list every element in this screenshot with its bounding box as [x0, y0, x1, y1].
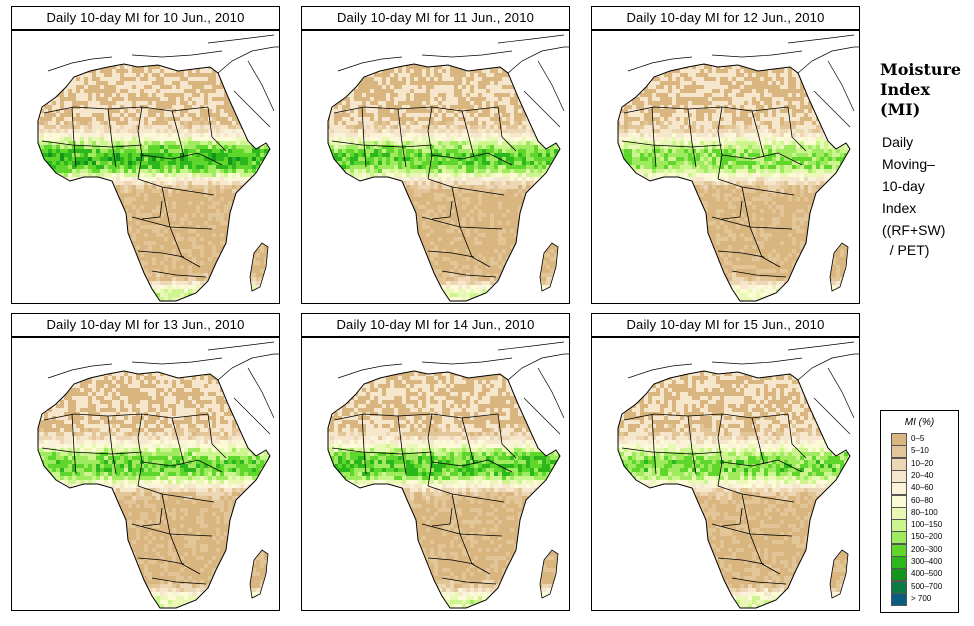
map-area: [301, 30, 570, 304]
madagascar-outline: [539, 549, 559, 599]
coastline: [37, 370, 271, 609]
madagascar-outline: [539, 242, 559, 292]
description-line: Daily: [882, 134, 914, 150]
map-title: Daily 10-day MI for 13 Jun., 2010: [11, 313, 280, 337]
legend-item: 300–400: [891, 556, 956, 569]
legend-swatch: [891, 556, 907, 569]
legend-swatch: [891, 457, 907, 471]
madagascar-outline: [829, 549, 849, 599]
madagascar-outline: [249, 549, 269, 599]
country-borders: [621, 413, 807, 585]
madagascar-outline: [829, 242, 849, 292]
legend-swatch: [891, 469, 907, 483]
description-line: Index: [882, 200, 917, 216]
legend-item: 40–60: [891, 482, 956, 496]
legend-label: 300–400: [911, 557, 943, 566]
formula-line: / PET): [882, 242, 930, 258]
map-area: [591, 337, 860, 611]
legend-item: 60–80: [891, 494, 956, 508]
legend-item: > 700: [891, 592, 956, 606]
legend-item: 5–10: [891, 445, 956, 459]
description-line: 10-day: [882, 178, 925, 194]
madagascar-outline: [249, 242, 269, 292]
formula-line: ((RF+SW): [882, 222, 946, 238]
legend-label: 20–40: [911, 470, 934, 480]
index-description: Daily Moving– 10-day Index: [882, 131, 935, 219]
map-title: Daily 10-day MI for 14 Jun., 2010: [301, 313, 570, 337]
outer-coastlines: [337, 34, 569, 128]
legend-label: 10–20: [911, 458, 934, 468]
africa-map: [37, 341, 279, 609]
legend-label: 60–80: [911, 495, 934, 505]
outer-coastlines: [627, 34, 859, 128]
legend-item: 200–300: [891, 543, 956, 557]
legend-swatch: [891, 580, 907, 594]
legend-label: 100–150: [911, 520, 943, 530]
legend-swatch: [891, 506, 907, 520]
legend-swatch: [891, 433, 907, 446]
legend-label: 500–700: [911, 581, 943, 591]
legend-swatch: [891, 531, 907, 545]
outer-coastlines: [47, 34, 279, 128]
country-borders: [41, 413, 227, 585]
africa-map: [617, 34, 859, 302]
legend-item: 20–40: [891, 469, 956, 483]
map-title: Daily 10-day MI for 10 Jun., 2010: [11, 6, 280, 30]
country-borders: [331, 106, 517, 278]
legend-item: 500–700: [891, 580, 956, 594]
legend-swatch: [891, 568, 907, 582]
africa-map: [617, 341, 859, 609]
index-title-line: Index: [880, 80, 931, 99]
legend-swatch: [891, 519, 907, 533]
map-area: [11, 337, 280, 611]
africa-map: [327, 34, 569, 302]
legend-swatch: [891, 543, 907, 557]
map-area: [301, 337, 570, 611]
index-title-line: (MI): [880, 100, 921, 119]
country-borders: [331, 413, 517, 585]
coastline: [37, 63, 271, 302]
africa-map: [37, 34, 279, 302]
map-title: Daily 10-day MI for 11 Jun., 2010: [301, 6, 570, 30]
description-line: Moving–: [882, 156, 935, 172]
legend-label: 0–5: [911, 434, 925, 443]
legend-swatch: [891, 494, 907, 508]
legend-item: 400–500: [891, 568, 956, 582]
outer-coastlines: [337, 341, 569, 435]
legend-title: MI (%): [904, 417, 935, 428]
coastline: [327, 370, 561, 609]
legend-item: 150–200: [891, 531, 956, 545]
coastline: [617, 63, 851, 302]
index-title: Moisture Index (MI): [880, 60, 961, 120]
legend-label: > 700: [911, 593, 932, 603]
map-area: [11, 30, 280, 304]
legend-label: 150–200: [911, 532, 943, 542]
legend-item: 0–5: [891, 433, 956, 446]
legend-item: 100–150: [891, 519, 956, 533]
legend-label: 80–100: [911, 507, 938, 517]
coastline: [327, 63, 561, 302]
legend-item: 80–100: [891, 506, 956, 520]
legend-swatch: [891, 445, 907, 459]
outer-coastlines: [627, 341, 859, 435]
legend-label: 400–500: [911, 569, 943, 579]
map-title: Daily 10-day MI for 15 Jun., 2010: [591, 313, 860, 337]
map-title: Daily 10-day MI for 12 Jun., 2010: [591, 6, 860, 30]
country-borders: [621, 106, 807, 278]
legend-swatch: [891, 592, 907, 606]
legend-label: 5–10: [911, 446, 929, 456]
outer-coastlines: [47, 341, 279, 435]
coastline: [617, 370, 851, 609]
index-title-line: Moisture: [880, 60, 962, 79]
legend-label: 200–300: [911, 544, 943, 554]
map-area: [591, 30, 860, 304]
country-borders: [41, 106, 227, 278]
color-legend: MI (%) 0–5 5–10 10–20 20–40 40–60 60–80 80–100…: [880, 410, 959, 613]
legend-swatch: [891, 482, 907, 496]
legend-item: 10–20: [891, 457, 956, 471]
legend-label: 40–60: [911, 483, 934, 493]
index-formula: ((RF+SW) / PET): [882, 220, 945, 260]
africa-map: [327, 341, 569, 609]
